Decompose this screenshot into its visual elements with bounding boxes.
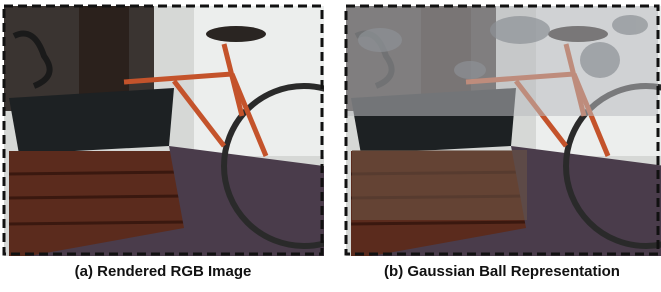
page: (a) Rendered RGB Image (b) Gaussian Ball… — [0, 0, 661, 287]
panel-a-image — [4, 6, 384, 256]
panel-b-image — [346, 6, 661, 256]
caption: (a) Rendered RGB Image — [75, 263, 252, 280]
figure: (a) Rendered RGB Image (b) Gaussian Ball… — [0, 0, 661, 287]
gaussian-log — [352, 150, 527, 220]
rendered-scene — [4, 6, 384, 256]
caption: (b) Gaussian Ball Representation — [384, 263, 620, 280]
